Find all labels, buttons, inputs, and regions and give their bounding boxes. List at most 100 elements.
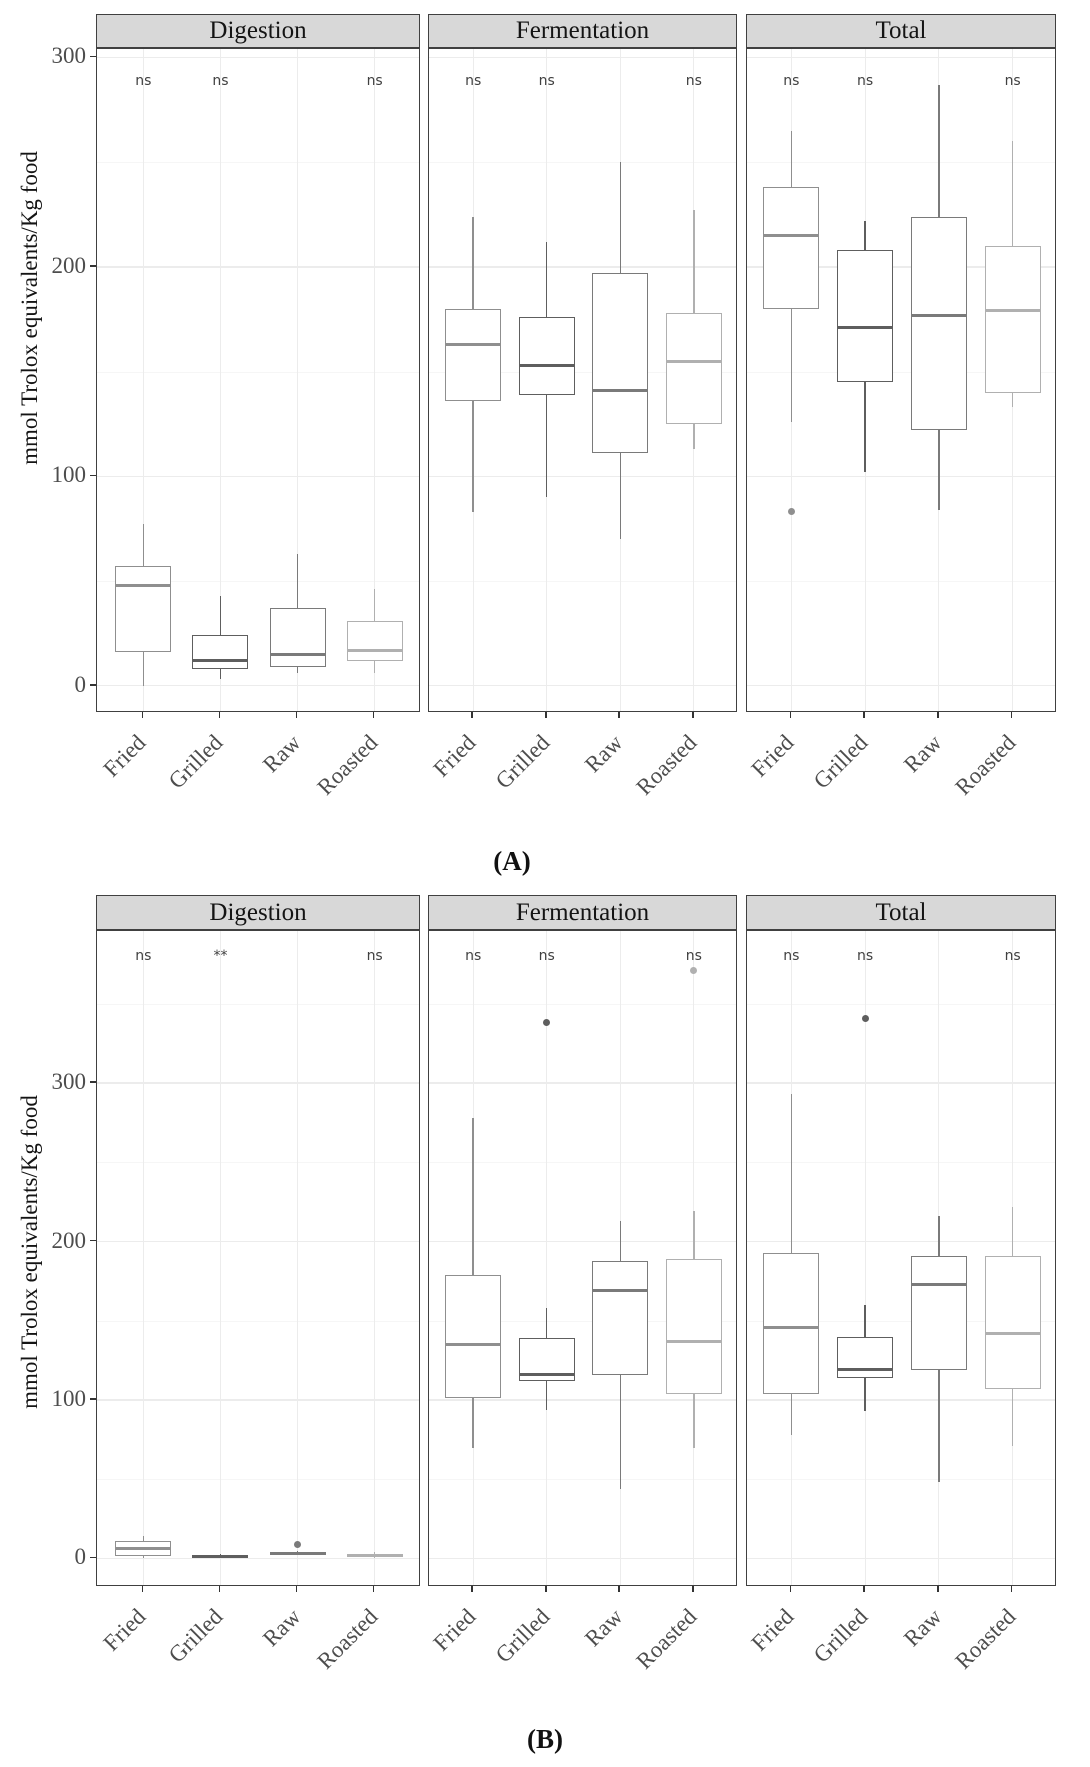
gridline-major: [747, 685, 1055, 687]
significance-annotation: ns: [1004, 947, 1021, 964]
gridline-vertical: [296, 49, 299, 711]
y-tick-label: 200: [51, 252, 87, 278]
gridline-minor: [429, 1162, 736, 1164]
boxplot-whisker: [373, 589, 376, 674]
facet-strip-label: Fermentation: [515, 17, 650, 44]
gridline-vertical: [1012, 49, 1014, 711]
gridline-major: [97, 685, 419, 687]
y-axis-tick: [90, 683, 96, 686]
significance-annotation: ns: [685, 947, 702, 964]
x-axis-tick: [1010, 1586, 1013, 1592]
gridline-vertical: [472, 931, 474, 1585]
y-axis-tick: [90, 55, 96, 58]
x-tick-label: Raw: [580, 729, 628, 778]
boxplot-median: [519, 1373, 574, 1377]
x-axis-tick: [789, 1586, 792, 1592]
boxplot-median: [764, 1325, 819, 1329]
x-axis-tick: [372, 712, 375, 718]
x-axis-tick: [218, 1586, 221, 1592]
gridline-vertical: [619, 931, 621, 1585]
gridline-vertical: [142, 931, 144, 1585]
gridline-vertical: [693, 931, 695, 1585]
boxplot-box: [592, 1260, 649, 1375]
significance-annotation: ns: [783, 947, 800, 964]
y-axis-tick: [90, 1081, 96, 1083]
x-axis-tick: [471, 1586, 473, 1592]
boxplot-median: [519, 363, 574, 367]
facet-strip: Total: [746, 895, 1056, 930]
boxplot-box: [665, 312, 722, 424]
boxplot-median: [270, 1552, 325, 1556]
x-tick-label: Grilled: [164, 729, 228, 794]
outlier-point: [690, 967, 698, 975]
gridline-major: [747, 1082, 1055, 1084]
gridline-major: [97, 56, 419, 59]
gridline-minor: [747, 1003, 1055, 1005]
facet-strip-label: Total: [875, 17, 927, 44]
significance-annotation: **: [213, 947, 228, 964]
boxplot-whisker: [545, 241, 548, 498]
gridline-minor: [747, 1162, 1055, 1164]
x-axis-tick: [618, 712, 621, 718]
gridline-major: [97, 475, 419, 477]
boxplot-whisker: [864, 1304, 866, 1412]
boxplot-box: [518, 317, 575, 395]
facet-strip: Total: [746, 14, 1056, 48]
x-axis-tick: [372, 1586, 375, 1592]
gridline-vertical: [619, 49, 621, 711]
gridline-minor: [747, 1320, 1055, 1322]
x-tick-label: Fried: [428, 729, 481, 782]
significance-annotation: ns: [538, 947, 555, 964]
y-tick-label: 0: [74, 671, 87, 697]
x-tick-label: Fried: [746, 729, 799, 782]
significance-annotation: ns: [857, 947, 874, 964]
boxplot-box: [518, 1338, 575, 1381]
y-tick-label: 0: [74, 1544, 87, 1570]
boxplot-box: [346, 620, 403, 661]
boxplot-whisker: [1011, 1206, 1014, 1446]
gridline-major: [429, 685, 736, 687]
x-axis-tick: [937, 712, 939, 718]
facet-panel: ns ns ns: [746, 48, 1056, 712]
boxplot-whisker: [790, 130, 793, 422]
gridline-minor: [429, 162, 736, 164]
boxplot-median: [116, 1546, 171, 1550]
gridline-minor: [97, 1162, 419, 1164]
gridline-vertical: [546, 49, 548, 711]
boxplot-box: [910, 216, 967, 431]
boxplot-median: [593, 1289, 648, 1293]
facet-panel: ns ns ns: [428, 930, 737, 1586]
x-axis-tick: [218, 712, 221, 718]
outlier-point: [861, 1014, 869, 1022]
significance-annotation: ns: [685, 72, 702, 89]
facet-strip-label: Digestion: [209, 17, 307, 44]
gridline-minor: [747, 1479, 1055, 1481]
boxplot-whisker: [219, 595, 222, 680]
facet-panel: ns ns ns: [96, 48, 420, 712]
x-axis-tick: [692, 712, 694, 718]
boxplot-median: [985, 309, 1040, 313]
significance-annotation: ns: [1004, 72, 1021, 89]
gridline-major: [747, 56, 1055, 59]
boxplot-box: [445, 308, 502, 401]
x-axis-tick: [544, 712, 547, 718]
boxplot-median: [446, 1343, 501, 1347]
x-tick-label: Raw: [257, 1603, 306, 1652]
boxplot-median: [593, 388, 648, 392]
gridline-vertical: [938, 931, 940, 1585]
gridline-minor: [429, 581, 736, 583]
gridline-major: [429, 1399, 736, 1401]
gridline-major: [429, 1082, 736, 1084]
boxplot-whisker: [693, 1211, 695, 1448]
facet-panel: ns ns ns: [746, 930, 1056, 1586]
y-axis-tick: [90, 1239, 96, 1242]
boxplot-box: [445, 1274, 502, 1399]
boxplot-whisker: [142, 1536, 145, 1559]
y-tick-label: 100: [51, 1386, 87, 1412]
boxplot-box: [192, 1555, 249, 1558]
boxplot-whisker: [1011, 141, 1014, 408]
gridline-minor: [97, 1479, 419, 1481]
x-axis-tick: [295, 1586, 298, 1592]
boxplot-whisker: [790, 1094, 793, 1435]
